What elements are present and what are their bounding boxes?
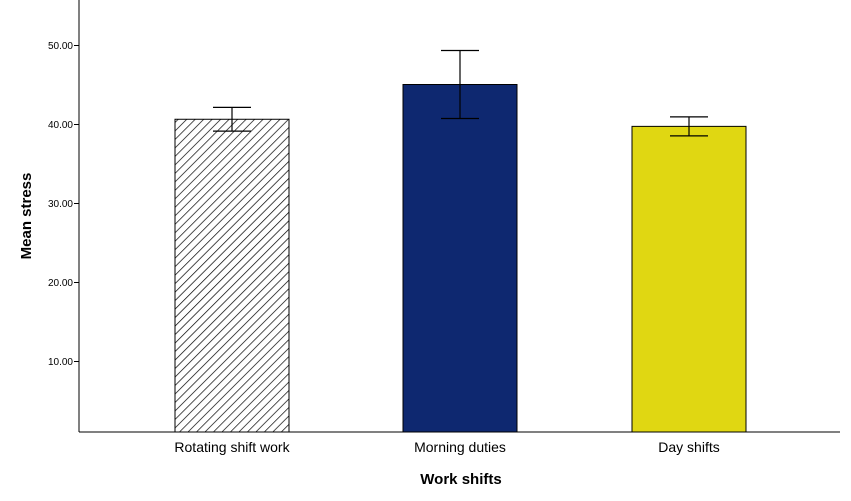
- x-tick-label: Rotating shift work: [174, 439, 290, 455]
- y-tick-label: 30.00: [48, 199, 73, 210]
- x-tick-label: Morning duties: [414, 439, 506, 455]
- bar: [402, 84, 518, 433]
- y-tick-label: 40.00: [48, 120, 73, 131]
- y-tick-label: 50.00: [48, 41, 73, 52]
- x-axis-title: Work shifts: [420, 471, 501, 488]
- x-tick-label: Day shifts: [658, 439, 719, 455]
- y-tick-label: 10.00: [48, 357, 73, 368]
- bar: [174, 118, 290, 433]
- y-axis-title: Mean stress: [18, 173, 35, 260]
- y-tick-label: 20.00: [48, 278, 73, 289]
- plot-area: 10.00 20.00 30.00 40.00 50.00 Rotating shift …: [48, 0, 840, 455]
- bar: [631, 125, 747, 433]
